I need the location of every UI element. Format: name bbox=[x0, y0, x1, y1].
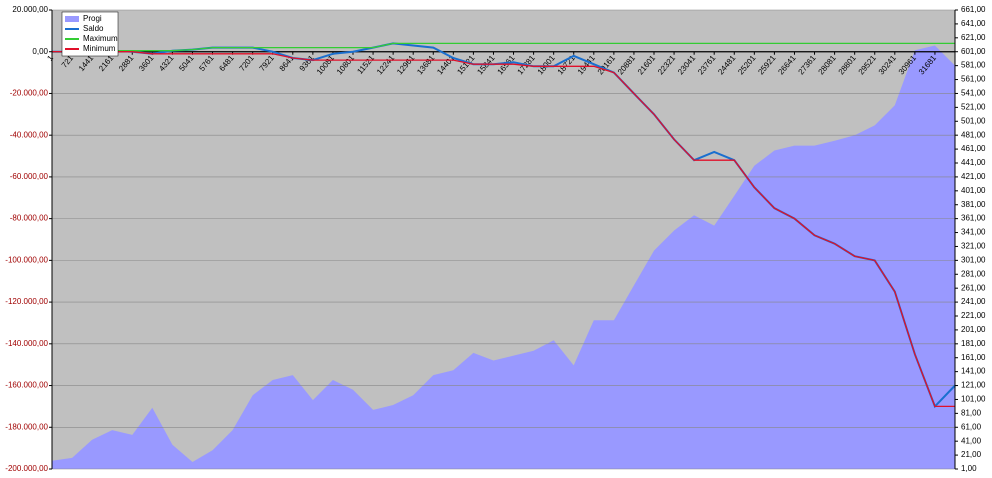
y-tick-label: -40.000,00 bbox=[10, 130, 49, 139]
y2-tick-label: 301,00 bbox=[961, 255, 986, 264]
y-tick-label: -80.000,00 bbox=[10, 214, 49, 223]
y-tick-label: -100.000,00 bbox=[5, 255, 48, 264]
y-tick-label: -160.000,00 bbox=[5, 381, 48, 390]
y2-tick-label: 601,00 bbox=[961, 47, 986, 56]
y2-tick-label: 321,00 bbox=[961, 242, 986, 251]
y2-tick-label: 161,00 bbox=[961, 353, 986, 362]
line-series bbox=[52, 51, 955, 408]
y-tick-label: -140.000,00 bbox=[5, 339, 48, 348]
y2-tick-label: 201,00 bbox=[961, 325, 986, 334]
y2-tick-label: 661,00 bbox=[961, 5, 986, 14]
y2-tick-label: 261,00 bbox=[961, 283, 986, 292]
y2-tick-label: 621,00 bbox=[961, 33, 986, 42]
y2-tick-label: 101,00 bbox=[961, 395, 986, 404]
y2-tick-label: 441,00 bbox=[961, 158, 986, 167]
y-tick-label: -180.000,00 bbox=[5, 422, 48, 431]
y-tick-label: -20.000,00 bbox=[10, 89, 49, 98]
legend-swatch bbox=[65, 16, 79, 22]
y2-tick-label: 561,00 bbox=[961, 75, 986, 84]
y-tick-label: -200.000,00 bbox=[5, 464, 48, 473]
y2-tick-label: 21,00 bbox=[961, 450, 982, 459]
y2-tick-label: 221,00 bbox=[961, 311, 986, 320]
y2-tick-label: 581,00 bbox=[961, 61, 986, 70]
x-tick-label: 1 bbox=[45, 53, 55, 63]
y-tick-label: -60.000,00 bbox=[10, 172, 49, 181]
y2-tick-label: 241,00 bbox=[961, 297, 986, 306]
y2-tick-label: 361,00 bbox=[961, 214, 986, 223]
legend-label: Progi bbox=[83, 14, 102, 23]
y2-tick-label: 481,00 bbox=[961, 130, 986, 139]
area-series bbox=[52, 45, 955, 469]
y-tick-label: -120.000,00 bbox=[5, 297, 48, 306]
y2-tick-label: 381,00 bbox=[961, 200, 986, 209]
y2-tick-label: 421,00 bbox=[961, 172, 986, 181]
y2-tick-label: 61,00 bbox=[961, 422, 982, 431]
legend-label: Saldo bbox=[83, 24, 104, 33]
y2-tick-label: 461,00 bbox=[961, 144, 986, 153]
y2-tick-label: 541,00 bbox=[961, 89, 986, 98]
y2-tick-label: 81,00 bbox=[961, 408, 982, 417]
y2-tick-label: 501,00 bbox=[961, 116, 986, 125]
y2-tick-label: 281,00 bbox=[961, 269, 986, 278]
legend-label: Minimum bbox=[83, 44, 116, 53]
y2-tick-label: 1,00 bbox=[961, 464, 977, 473]
y2-tick-label: 641,00 bbox=[961, 19, 986, 28]
y2-tick-label: 401,00 bbox=[961, 186, 986, 195]
y2-tick-label: 41,00 bbox=[961, 436, 982, 445]
line-series bbox=[52, 42, 955, 53]
legend-label: Maximum bbox=[83, 34, 118, 43]
y2-tick-label: 121,00 bbox=[961, 381, 986, 390]
y-tick-label: 20.000,00 bbox=[12, 5, 48, 14]
y2-tick-label: 341,00 bbox=[961, 228, 986, 237]
y2-tick-label: 141,00 bbox=[961, 367, 986, 376]
y2-tick-label: 521,00 bbox=[961, 102, 986, 111]
y2-tick-label: 181,00 bbox=[961, 339, 986, 348]
y-tick-label: 0,00 bbox=[32, 47, 48, 56]
